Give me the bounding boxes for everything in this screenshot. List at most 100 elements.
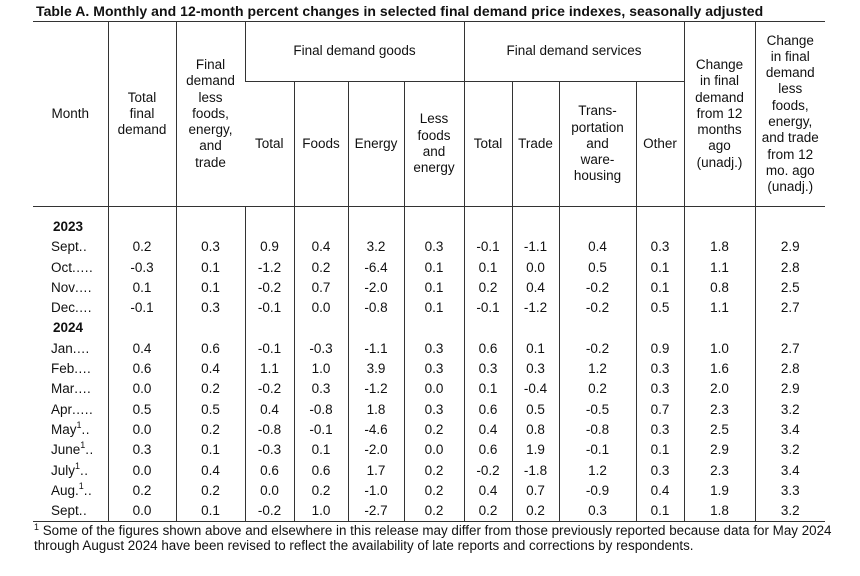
empty-cell xyxy=(683,318,755,339)
value-cell: 0.6 xyxy=(175,338,245,360)
value-cell: 0.4 xyxy=(293,237,348,258)
value-cell: 3.2 xyxy=(754,501,825,522)
value-cell: -0.4 xyxy=(511,379,559,400)
value-cell: 1.9 xyxy=(511,440,559,461)
value-cell: -0.1 xyxy=(558,440,636,461)
year-label: 2023 xyxy=(53,219,84,234)
value-cell: -2.0 xyxy=(347,277,404,299)
value-cell: 0.1 xyxy=(403,277,464,299)
value-cell: 0.0 xyxy=(107,419,176,441)
value-cell: 1.0 xyxy=(293,501,348,522)
revision-footnote-marker: 1 xyxy=(80,440,86,451)
value-cell: 0.3 xyxy=(635,419,684,441)
value-cell: 0.9 xyxy=(244,237,294,258)
empty-cell xyxy=(403,318,464,339)
leader-dots: .. xyxy=(80,462,89,478)
value-cell: 0.4 xyxy=(558,237,636,258)
value-cell: 2.9 xyxy=(683,440,755,461)
value-cell: 0.6 xyxy=(107,359,176,380)
value-cell: -0.1 xyxy=(463,237,512,258)
value-cell: 0.8 xyxy=(511,419,559,441)
table-row: Mar.... 0.0 0.2 -0.2 0.3 -1.2 0.0 0.1 -0.4 0.2 0.3… xyxy=(33,379,825,400)
price-index-table: Month Total final demand Final demand le… xyxy=(33,21,825,523)
value-cell: -4.6 xyxy=(347,419,404,441)
value-cell: 0.0 xyxy=(511,257,559,278)
value-cell: 0.5 xyxy=(635,298,684,319)
value-cell: 3.4 xyxy=(754,419,825,441)
value-cell: 0.3 xyxy=(558,501,636,522)
value-cell: 0.3 xyxy=(403,399,464,420)
leader-dots: ..... xyxy=(72,259,94,275)
empty-cell xyxy=(558,206,636,238)
value-cell: 0.6 xyxy=(293,460,348,481)
header-goods-total: Total xyxy=(245,81,294,207)
month-label: July1.. xyxy=(33,461,108,481)
value-cell: 2.3 xyxy=(683,460,755,481)
value-cell: 0.1 xyxy=(635,440,684,461)
empty-cell xyxy=(558,318,636,339)
value-cell: 3.4 xyxy=(754,460,825,481)
value-cell: 1.8 xyxy=(683,501,755,522)
month-label: Aug.1.. xyxy=(33,481,108,501)
value-cell: 0.3 xyxy=(175,298,245,319)
value-cell: 0.2 xyxy=(175,419,245,441)
value-cell: 0.7 xyxy=(511,480,559,502)
value-cell: -0.8 xyxy=(558,419,636,441)
value-cell: -1.2 xyxy=(244,257,294,278)
leader-dots: .. xyxy=(78,239,88,255)
value-cell: -0.8 xyxy=(347,298,404,319)
value-cell: 0.1 xyxy=(175,440,245,461)
table-row: Apr..... 0.5 0.5 0.4 -0.8 1.8 0.3 0.6 0.5 -0.5 0.7… xyxy=(33,399,825,420)
footnote-text: Some of the figures shown above and else… xyxy=(34,523,832,553)
leader-dots: .... xyxy=(75,279,93,295)
value-cell: -1.0 xyxy=(347,480,404,502)
value-cell: 0.4 xyxy=(107,338,176,360)
value-cell: 0.1 xyxy=(635,501,684,522)
table-row: Feb.... 0.6 0.4 1.1 1.0 3.9 0.3 0.3 0.3 1.2 0.3 1.6… xyxy=(33,359,825,380)
value-cell: 2.7 xyxy=(754,298,825,319)
header-goods-energy: Energy xyxy=(347,81,404,207)
value-cell: 0.4 xyxy=(635,480,684,502)
leader-dots: .. xyxy=(81,421,91,437)
year-label: 2024 xyxy=(53,320,84,336)
revision-footnote-marker: 1 xyxy=(78,480,84,491)
leader-dots: .... xyxy=(75,300,93,316)
value-cell: 1.8 xyxy=(683,237,755,258)
month-label: Apr..... xyxy=(33,400,108,420)
header-services-transport: Trans- portation and ware- housing xyxy=(558,81,636,207)
value-cell: 0.4 xyxy=(463,419,512,441)
empty-cell xyxy=(754,318,825,339)
month-label: June1.. xyxy=(33,440,108,460)
table-row: Jan.... 0.4 0.6 -0.1 -0.3 -1.1 0.3 0.6 0.1 -0.2 0.… xyxy=(33,338,825,360)
month-name: Aug. xyxy=(51,482,79,498)
leader-dots: ..... xyxy=(72,401,94,417)
value-cell: 0.1 xyxy=(293,440,348,461)
table-row: Sept.. 0.0 0.1 -0.2 1.0 -2.7 0.2 0.2 0.2 0.3 0.1 1.… xyxy=(33,501,825,522)
leader-dots: .... xyxy=(74,361,92,377)
revision-footnote-marker: 1 xyxy=(76,419,82,430)
value-cell: -1.8 xyxy=(511,460,559,481)
value-cell: -0.5 xyxy=(558,399,636,420)
value-cell: 2.8 xyxy=(754,257,825,278)
month-name: Jan xyxy=(51,340,73,356)
value-cell: -0.9 xyxy=(558,480,636,502)
value-cell: 0.2 xyxy=(175,379,245,400)
value-cell: 2.5 xyxy=(754,277,825,299)
value-cell: 0.3 xyxy=(635,359,684,380)
empty-cell xyxy=(347,318,404,339)
month-name: Dec xyxy=(51,300,76,316)
value-cell: 0.1 xyxy=(403,257,464,278)
value-cell: 1.1 xyxy=(244,359,294,380)
year-row: 2023 xyxy=(33,206,825,238)
value-cell: 0.1 xyxy=(635,257,684,278)
value-cell: 2.8 xyxy=(754,359,825,380)
empty-cell xyxy=(244,318,294,339)
value-cell: 0.4 xyxy=(175,460,245,481)
month-name: June xyxy=(51,442,81,458)
table-row: Oct..... -0.3 0.1 -1.2 0.2 -6.4 0.1 0.1 0.0 0.5 0.… xyxy=(33,257,825,278)
empty-cell xyxy=(293,318,348,339)
value-cell: 0.9 xyxy=(635,338,684,360)
value-cell: 0.6 xyxy=(244,460,294,481)
empty-cell xyxy=(511,206,559,238)
empty-cell xyxy=(635,206,684,238)
